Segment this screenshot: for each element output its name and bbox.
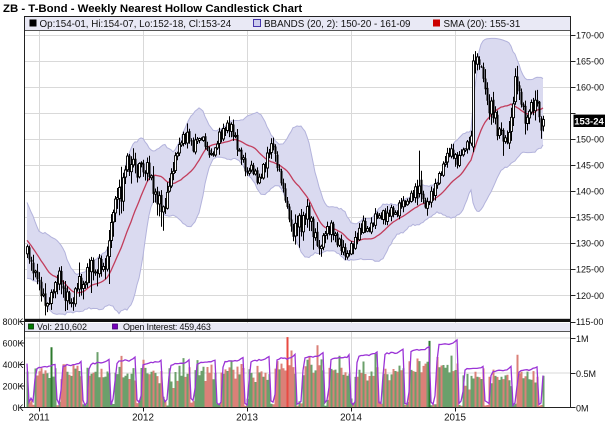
svg-text:135-00: 135-00 (576, 213, 604, 223)
svg-text:SMA (20): 155-31: SMA (20): 155-31 (444, 19, 521, 30)
svg-text:0.5M: 0.5M (576, 369, 596, 379)
svg-text:ZB - T-Bond - Weekly Nearest H: ZB - T-Bond - Weekly Nearest Hollow Cand… (3, 3, 302, 15)
svg-text:Vol: 210,602: Vol: 210,602 (37, 322, 87, 332)
svg-text:2015: 2015 (444, 413, 466, 424)
svg-text:0K: 0K (12, 403, 23, 413)
svg-text:160-00: 160-00 (576, 82, 604, 92)
svg-text:2014: 2014 (340, 413, 362, 424)
svg-text:BBANDS (20, 2): 150-20 - 161-0: BBANDS (20, 2): 150-20 - 161-09 (264, 19, 411, 30)
svg-text:2013: 2013 (236, 413, 258, 424)
svg-text:0M: 0M (576, 403, 589, 413)
svg-text:120-00: 120-00 (576, 291, 604, 301)
svg-text:153-24: 153-24 (574, 116, 604, 127)
svg-text:2011: 2011 (28, 413, 49, 424)
svg-text:200K: 200K (2, 381, 23, 391)
svg-text:600K: 600K (2, 338, 23, 348)
svg-text:170-00: 170-00 (576, 30, 604, 40)
svg-text:2012: 2012 (132, 413, 154, 424)
svg-text:165-00: 165-00 (576, 56, 604, 66)
svg-text:800K: 800K (2, 317, 23, 327)
svg-text:150-00: 150-00 (576, 135, 604, 145)
svg-text:125-00: 125-00 (576, 265, 604, 275)
svg-text:Op:154-01, Hi:154-07, Lo:152-1: Op:154-01, Hi:154-07, Lo:152-18, Cl:153-… (40, 19, 232, 30)
svg-text:1M: 1M (576, 334, 589, 344)
svg-text:130-00: 130-00 (576, 239, 604, 249)
svg-text:400K: 400K (2, 360, 23, 370)
svg-text:115-00: 115-00 (576, 317, 603, 327)
svg-text:145-00: 145-00 (576, 161, 604, 171)
svg-text:Open Interest: 459,463: Open Interest: 459,463 (123, 322, 211, 332)
svg-text:140-00: 140-00 (576, 187, 604, 197)
